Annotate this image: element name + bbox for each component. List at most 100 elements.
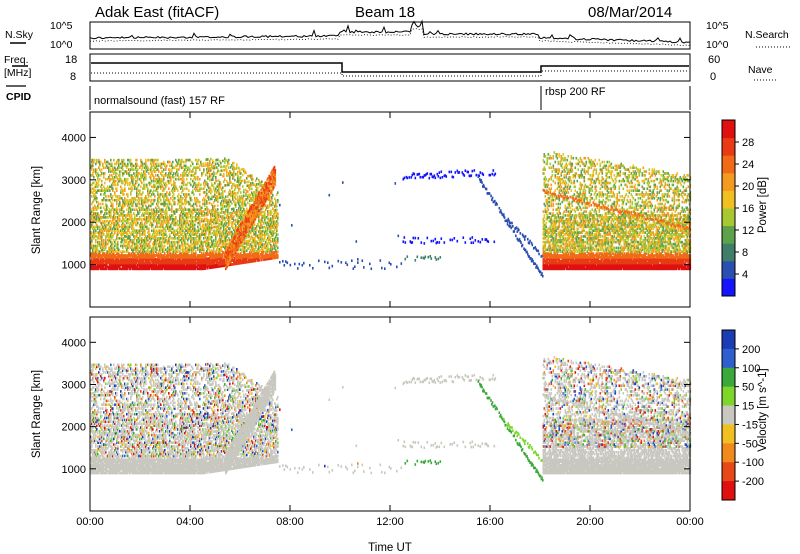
power-cell: [95, 189, 97, 192]
power-cell: [95, 259, 97, 263]
power-cell: [224, 189, 226, 193]
power-cell: [98, 252, 100, 255]
noise-left-tick-high: 10^5: [50, 20, 73, 32]
power-cell: [132, 208, 134, 212]
power-cell: [94, 252, 96, 255]
power-cell: [105, 258, 107, 261]
power-cell: [177, 227, 179, 231]
power-cell: [245, 171, 247, 175]
power-cell: [256, 177, 258, 180]
power-cell: [97, 227, 99, 231]
power-cell: [105, 242, 107, 246]
power-cell: [101, 263, 103, 267]
power-cell: [229, 227, 231, 230]
power-cell: [184, 187, 186, 191]
power-cell: [109, 189, 111, 192]
power-cell: [142, 162, 144, 166]
power-cell: [186, 177, 188, 181]
power-cell: [93, 256, 95, 259]
power-cell: [108, 233, 110, 236]
date-title: 08/Mar/2014: [588, 4, 672, 21]
power-cell: [152, 223, 154, 227]
power-cell: [153, 175, 155, 179]
power-cell: [110, 164, 112, 168]
power-cell: [90, 164, 92, 168]
power-cell: [103, 198, 105, 202]
power-cell: [101, 240, 103, 244]
power-cell: [105, 265, 107, 269]
power-cell: [164, 244, 166, 248]
power-cell: [95, 196, 97, 200]
power-cell: [138, 183, 140, 187]
power-cell: [220, 161, 222, 165]
power-cell: [97, 240, 99, 244]
power-cell: [106, 263, 108, 267]
power-cell: [102, 189, 104, 192]
power-cell: [166, 191, 168, 194]
power-cell: [111, 265, 113, 269]
power-cell: [106, 254, 108, 257]
power-cell: [248, 180, 250, 184]
power-cell: [95, 206, 97, 210]
power-cell: [94, 196, 96, 200]
power-cell: [124, 250, 126, 253]
power-cell: [97, 256, 99, 259]
power-cell: [180, 174, 182, 177]
power-cell: [98, 237, 100, 240]
power-cell: [96, 235, 98, 238]
power-cell: [118, 248, 120, 252]
power-cell: [109, 212, 111, 215]
power-cell: [95, 225, 97, 229]
power-cell: [109, 185, 111, 189]
power-cell: [99, 256, 101, 259]
power-cell: [105, 254, 107, 257]
power-cell: [115, 179, 117, 183]
power-cell: [136, 158, 138, 162]
power-cell: [109, 259, 111, 263]
power-cell: [93, 175, 95, 179]
power-cell: [110, 265, 112, 269]
power-cell: [90, 221, 92, 225]
power-cell: [102, 248, 104, 252]
power-cell: [193, 202, 195, 206]
power-cell: [91, 238, 93, 242]
power-cell: [116, 172, 118, 175]
power-cell: [91, 265, 93, 269]
power-cell: [104, 214, 106, 217]
power-cell: [221, 165, 223, 169]
power-cell: [96, 214, 98, 217]
power-cell: [108, 229, 110, 232]
power-cell: [156, 246, 158, 250]
power-cell: [110, 204, 112, 208]
power-cell: [103, 263, 105, 267]
power-cell: [111, 256, 113, 259]
power-cell: [100, 256, 102, 259]
power-cell: [90, 252, 92, 255]
power-cell: [108, 198, 110, 202]
power-cell: [105, 166, 107, 170]
power-cell: [90, 189, 92, 192]
power-cell: [106, 198, 108, 202]
power-cell: [101, 265, 103, 269]
power-cell: [211, 189, 213, 193]
power-cell: [166, 183, 168, 187]
power-cell: [91, 164, 93, 168]
power-cell: [124, 196, 126, 200]
power-cell: [109, 250, 111, 253]
power-cell: [108, 267, 110, 271]
power-cell: [92, 265, 94, 269]
power-cell: [102, 202, 104, 206]
power-cell: [107, 185, 109, 189]
power-cell: [145, 158, 147, 162]
power-cell: [172, 160, 174, 164]
power-cell: [93, 212, 95, 215]
power-cell: [246, 207, 248, 211]
power-cell: [209, 209, 211, 212]
power-cell: [117, 240, 119, 244]
power-cell: [106, 231, 108, 234]
power-cell: [106, 164, 108, 168]
power-cell: [91, 254, 93, 257]
power-cell: [110, 177, 112, 181]
power-cell: [233, 219, 235, 222]
power-cell: [102, 259, 104, 263]
